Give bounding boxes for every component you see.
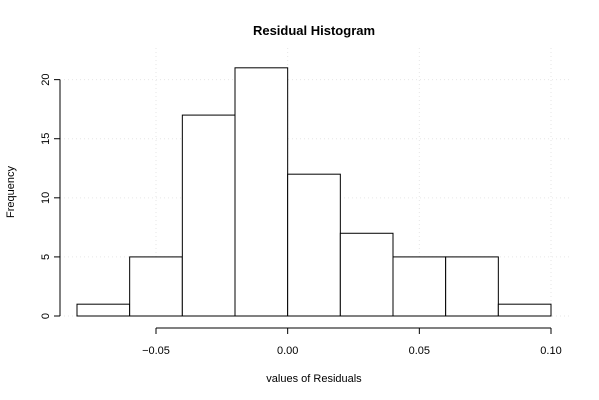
y-tick-label: 5 bbox=[40, 254, 52, 260]
histogram-bar bbox=[445, 256, 499, 317]
x-tick-label: 0.10 bbox=[540, 345, 561, 357]
histogram-bar bbox=[76, 303, 131, 317]
histogram-bar bbox=[392, 256, 447, 317]
histogram-bar bbox=[339, 232, 394, 317]
x-tick-label: 0.00 bbox=[277, 345, 298, 357]
x-axis: −0.05 0.00 0.05 0.10 bbox=[142, 327, 562, 357]
histogram-bar bbox=[129, 256, 183, 317]
y-tick-label: 20 bbox=[40, 74, 52, 86]
y-axis-label: Frequency bbox=[5, 166, 17, 218]
histogram-bar bbox=[234, 67, 289, 317]
histogram-bars bbox=[76, 67, 552, 317]
y-axis: 0 5 10 15 20 bbox=[40, 74, 61, 319]
y-tick-label: 0 bbox=[40, 313, 52, 319]
y-tick-label: 10 bbox=[40, 192, 52, 204]
y-tick-label: 15 bbox=[40, 133, 52, 145]
x-axis-label: values of Residuals bbox=[266, 373, 362, 385]
histogram-bar bbox=[287, 173, 341, 317]
chart-title: Residual Histogram bbox=[253, 23, 375, 38]
histogram-bar bbox=[181, 114, 236, 317]
x-tick-label: −0.05 bbox=[142, 345, 170, 357]
x-tick-label: 0.05 bbox=[409, 345, 430, 357]
histogram-bar bbox=[497, 303, 552, 317]
